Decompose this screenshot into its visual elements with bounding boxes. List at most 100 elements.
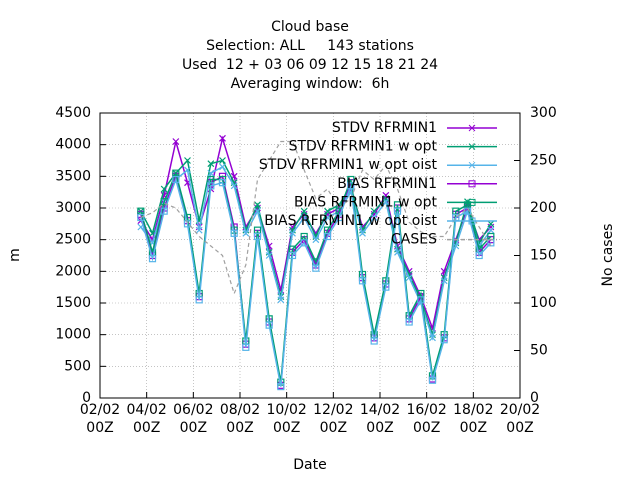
marker — [487, 220, 495, 228]
x-tick-label: 18/02 00Z — [453, 402, 494, 436]
marker — [347, 182, 355, 190]
y2-tick-label: 250 — [530, 153, 557, 169]
marker — [428, 376, 437, 384]
legend-label: STDV RFRMIN1 w opt — [289, 139, 438, 155]
marker — [370, 214, 378, 221]
marker — [382, 198, 390, 206]
x-tick-label: 12/02 00Z — [313, 402, 354, 436]
marker — [265, 321, 273, 329]
marker — [160, 185, 168, 193]
legend-label: BIAS RFRMIN1 w opt — [294, 194, 438, 210]
y2-tick-label: 300 — [530, 105, 557, 121]
marker — [324, 207, 331, 215]
legend-marker — [468, 180, 476, 188]
chart-subtitle: Selection: ALL 143 stations — [206, 38, 414, 54]
marker — [300, 239, 308, 247]
y2-tick-label: 0 — [530, 390, 539, 406]
legend-label: BIAS RFRMIN1 w opt oist — [264, 213, 437, 229]
series-line — [140, 177, 492, 387]
legend-marker — [468, 217, 476, 225]
legend-marker — [468, 124, 476, 132]
y2-tick-label: 50 — [530, 343, 548, 359]
marker — [195, 226, 203, 234]
marker — [242, 229, 250, 237]
x-tick-label: 20/02 00Z — [499, 402, 541, 436]
x-tick-label: 08/02 00Z — [219, 402, 261, 436]
marker — [254, 207, 261, 215]
legend-marker — [468, 143, 476, 150]
marker — [393, 207, 402, 215]
marker — [394, 248, 401, 256]
marker — [172, 138, 180, 145]
y-tick-label: 2500 — [55, 232, 91, 248]
y-tick-label: 2000 — [55, 263, 91, 279]
x-tick-label: 06/02 00Z — [173, 402, 214, 436]
marker — [207, 160, 215, 168]
marker — [300, 207, 308, 215]
marker — [429, 334, 436, 342]
y-tick-label: 0 — [82, 390, 91, 406]
x-tick-label: 04/02 00Z — [126, 402, 167, 436]
marker — [288, 251, 297, 260]
x-tick-label: 10/02 00Z — [266, 402, 307, 436]
legend-label: STDV RFRMIN1 — [332, 120, 437, 136]
marker — [405, 318, 413, 326]
marker — [230, 182, 238, 190]
marker — [219, 163, 226, 171]
marker — [370, 337, 378, 345]
marker — [335, 213, 343, 222]
legend-label: CASES — [391, 232, 437, 248]
y2-tick-label: 100 — [530, 295, 557, 311]
marker — [300, 214, 308, 221]
y-tick-label: 3500 — [55, 168, 91, 184]
plot-border — [99, 112, 521, 399]
y2-tick-label: 150 — [530, 248, 557, 264]
marker — [183, 220, 192, 228]
marker — [184, 157, 191, 164]
marker — [277, 383, 285, 391]
marker — [440, 277, 448, 285]
marker — [137, 213, 145, 222]
marker — [184, 166, 191, 174]
series-line — [140, 140, 492, 296]
y-tick-label: 3000 — [55, 200, 91, 216]
marker — [219, 134, 226, 142]
marker — [358, 277, 367, 285]
legend-marker — [468, 198, 476, 206]
marker — [382, 283, 390, 291]
marker — [265, 252, 273, 259]
chart-subtitle: Averaging window: 6h — [231, 76, 390, 92]
marker — [219, 157, 226, 164]
y-tick-label: 4000 — [55, 137, 91, 153]
marker — [207, 182, 215, 190]
marker — [324, 214, 331, 221]
marker — [277, 296, 285, 304]
x-tick-label: 14/02 00Z — [359, 402, 401, 436]
marker — [218, 179, 227, 187]
y-tick-label: 1000 — [55, 327, 91, 343]
marker — [253, 232, 262, 241]
marker — [312, 264, 320, 272]
marker — [440, 336, 448, 344]
chart-title: Cloud base — [271, 19, 349, 35]
chart-subtitle: Used 12 + 03 06 09 12 15 18 21 24 — [182, 57, 438, 73]
marker — [312, 236, 320, 244]
y-axis-label: m — [7, 248, 23, 262]
marker — [242, 343, 250, 351]
marker — [289, 229, 296, 237]
marker — [207, 169, 215, 177]
marker — [148, 255, 157, 263]
legend-marker — [468, 161, 476, 169]
marker — [172, 175, 180, 184]
y-tick-label: 1500 — [55, 295, 91, 311]
marker — [359, 229, 366, 237]
marker — [370, 207, 378, 215]
marker — [230, 229, 238, 237]
marker — [254, 201, 261, 209]
marker — [487, 226, 495, 234]
legend-label: STDV RFRMIN1 w opt oist — [259, 157, 438, 173]
y-tick-label: 500 — [64, 358, 91, 374]
marker — [160, 207, 168, 215]
